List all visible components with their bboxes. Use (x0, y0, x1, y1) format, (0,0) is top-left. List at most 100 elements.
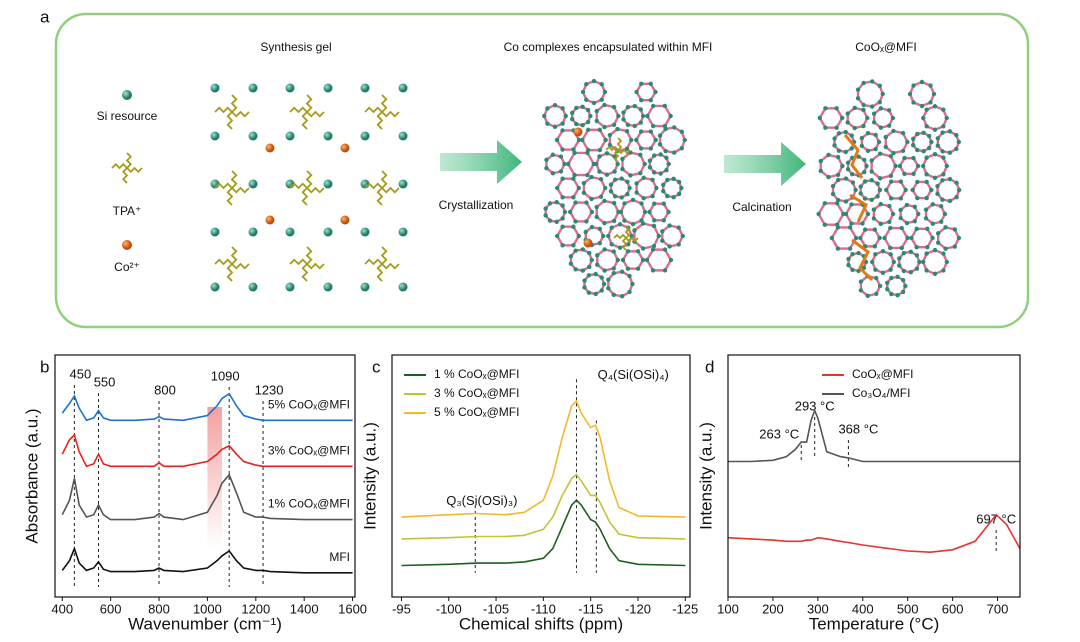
framework-node (661, 188, 666, 194)
framework-ring (645, 104, 673, 128)
framework-node (910, 187, 915, 193)
framework-node (826, 174, 831, 180)
framework-node (640, 113, 646, 119)
framework-node (580, 137, 585, 143)
framework-node (611, 122, 617, 128)
framework-node (930, 221, 935, 226)
framework-node (878, 221, 883, 227)
framework-node (856, 268, 861, 274)
framework-node (940, 149, 945, 154)
framework-node (826, 152, 831, 158)
framework-node (941, 124, 946, 129)
framework-node (856, 250, 861, 256)
framework-node (568, 261, 574, 266)
framework-node (638, 129, 644, 134)
framework-node (667, 223, 672, 228)
framework-node (657, 133, 663, 138)
framework-node (615, 257, 621, 263)
framework-node (941, 251, 946, 256)
data-line (61, 546, 353, 574)
framework-node (599, 82, 604, 87)
peak-label: 550 (94, 374, 116, 389)
framework-node (638, 170, 643, 176)
framework-node (858, 191, 863, 196)
framework-node (573, 200, 578, 205)
framework-node (902, 171, 907, 177)
framework-ring (621, 250, 645, 270)
framework-node (862, 179, 868, 184)
framework-ring (830, 226, 858, 250)
framework-node (550, 152, 556, 157)
framework-node (573, 248, 578, 253)
framework-node (648, 97, 653, 103)
framework-ring (648, 153, 670, 175)
framework-node (640, 246, 646, 251)
framework-node (562, 161, 567, 167)
framework-node (560, 224, 565, 229)
framework-node (915, 131, 920, 137)
framework-node (603, 137, 608, 143)
framework-node (560, 128, 565, 133)
framework-node (602, 268, 607, 273)
framework-node (602, 220, 607, 226)
legend-label: 1% CoOₓ@MFI (268, 497, 350, 511)
framework-node (606, 277, 611, 282)
framework-node (907, 91, 913, 97)
framework-node (682, 137, 687, 143)
x-tick-label: 1600 (338, 601, 367, 616)
framework-node (954, 132, 959, 138)
framework-node (873, 252, 878, 257)
framework-node (885, 280, 890, 286)
si-atom (285, 83, 295, 93)
data-line (401, 399, 686, 518)
framework-node (574, 121, 579, 127)
si-atom (398, 282, 408, 292)
stage-title: Synthesis gel (260, 40, 331, 54)
legend-label: Si resource (97, 109, 158, 123)
framework-node (585, 172, 590, 178)
data-line (401, 499, 686, 567)
framework-ring (648, 202, 670, 222)
framework-node (862, 227, 868, 232)
framework-node (873, 146, 878, 152)
si-atom (248, 179, 258, 189)
x-tick-label: -115 (578, 601, 603, 616)
framework-node (632, 103, 637, 109)
co-ion (265, 143, 275, 153)
framework-node (679, 145, 684, 151)
framework-node (869, 158, 874, 163)
framework-node (849, 133, 854, 138)
framework-node (611, 266, 616, 271)
framework-node (874, 275, 879, 281)
stage-title: Co complexes encapsulated within MFI (504, 40, 713, 54)
framework-node (567, 209, 573, 215)
x-tick-label: 1000 (193, 601, 222, 616)
process-arrow (724, 142, 806, 186)
framework-node (560, 176, 565, 181)
si-atom (285, 227, 295, 237)
framework-node (843, 176, 849, 181)
framework-node (612, 194, 618, 199)
framework-node (593, 291, 598, 297)
framework-node (920, 163, 926, 169)
framework-node (832, 136, 837, 141)
framework-node (644, 257, 650, 263)
x-tick-label: 800 (148, 601, 170, 616)
si-atom (248, 131, 258, 141)
framework-ring (645, 248, 673, 272)
framework-node (865, 211, 871, 217)
tpa-molecule (364, 246, 400, 282)
framework-node (570, 110, 575, 116)
framework-node (650, 268, 656, 273)
framework-node (650, 123, 656, 129)
framework-node (642, 209, 648, 215)
framework-node (555, 185, 560, 191)
framework-ring (571, 105, 592, 127)
framework-node (877, 187, 883, 193)
framework-node (880, 91, 885, 97)
framework-node (560, 243, 565, 248)
co-ion (122, 240, 132, 250)
framework-node (861, 102, 866, 108)
framework-node (625, 191, 630, 197)
y-axis-title: Intensity (a.u.) (696, 422, 715, 530)
